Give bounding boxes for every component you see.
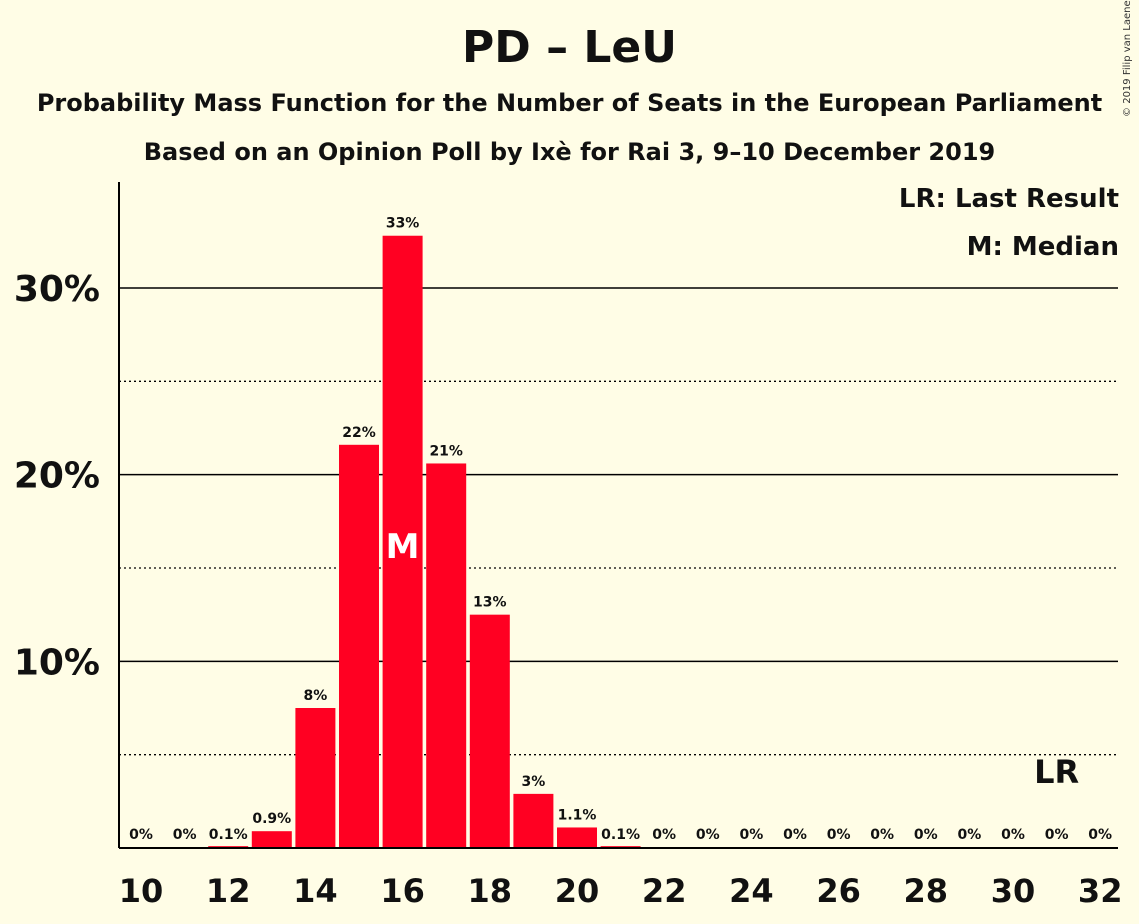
data-label: 0% — [652, 827, 676, 843]
data-label: 0% — [827, 827, 851, 843]
data-label: 13% — [473, 595, 507, 611]
x-tick-label: 26 — [816, 872, 861, 910]
data-label: 0% — [740, 827, 764, 843]
x-tick-label: 30 — [991, 872, 1036, 910]
x-tick-label: 18 — [468, 872, 513, 910]
data-label: 0% — [958, 827, 982, 843]
x-tick-label: 22 — [642, 872, 687, 910]
x-tick-label: 28 — [904, 872, 949, 910]
data-label: 22% — [342, 425, 376, 441]
median-marker: M — [386, 527, 420, 567]
y-tick-label: 30% — [14, 269, 100, 310]
data-label: 0% — [914, 827, 938, 843]
legend-median: M: Median — [966, 232, 1119, 262]
x-tick-label: 10 — [119, 872, 164, 910]
data-label: 33% — [386, 216, 420, 232]
data-label: 3% — [522, 774, 546, 790]
data-label: 1.1% — [558, 807, 597, 823]
chart-subtitle: Probability Mass Function for the Number… — [36, 89, 1103, 117]
bar — [339, 444, 379, 848]
data-label: 0% — [696, 827, 720, 843]
data-label: 0.1% — [209, 827, 248, 843]
bar — [557, 827, 597, 848]
data-label: 0.9% — [252, 811, 291, 827]
data-label: 0% — [1001, 827, 1025, 843]
data-label: 0.1% — [601, 827, 640, 843]
x-tick-label: 12 — [206, 872, 251, 910]
bar — [295, 708, 336, 848]
x-tick-label: 20 — [555, 872, 600, 910]
data-label: 21% — [429, 443, 463, 459]
x-tick-label: 14 — [293, 872, 338, 910]
bar — [251, 831, 292, 848]
chart-source: Based on an Opinion Poll by Ixè for Rai … — [143, 138, 996, 166]
x-tick-label: 16 — [380, 872, 425, 910]
data-label: 0% — [783, 827, 807, 843]
chart-title: PD – LeU — [461, 22, 677, 73]
data-label: 0% — [1045, 827, 1069, 843]
data-label: 0% — [1088, 827, 1112, 843]
bar — [513, 793, 554, 848]
x-tick-label: 24 — [729, 872, 774, 910]
y-tick-label: 10% — [14, 642, 100, 683]
x-tick-label: 32 — [1078, 872, 1123, 910]
data-label: 0% — [129, 827, 153, 843]
legend-last-result: LR: Last Result — [898, 184, 1119, 214]
y-tick-label: 20% — [14, 456, 100, 497]
data-label: 0% — [870, 827, 894, 843]
bar — [469, 614, 510, 848]
data-label: 8% — [304, 688, 328, 704]
last-result-marker: LR — [1034, 753, 1079, 791]
bar — [382, 235, 423, 848]
data-label: 0% — [173, 827, 197, 843]
bar — [426, 463, 467, 848]
